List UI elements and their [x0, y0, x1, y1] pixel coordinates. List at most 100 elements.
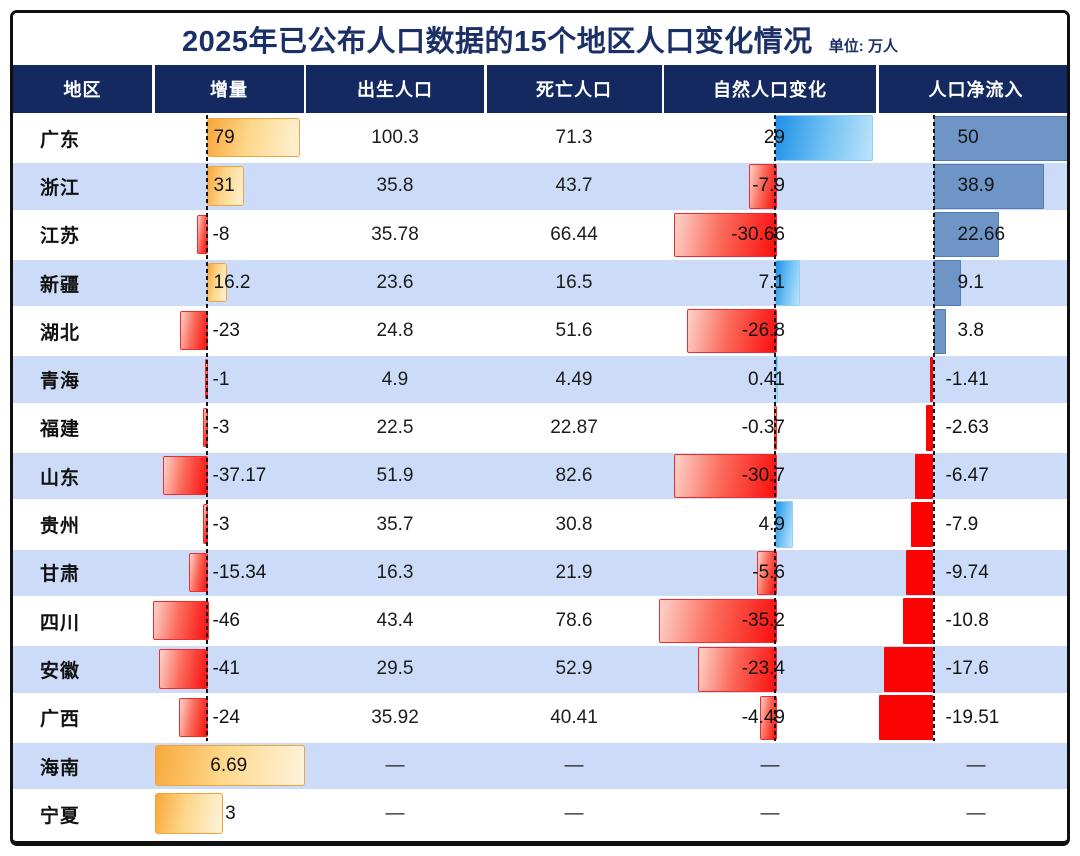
- no-data-dash: —: [385, 803, 405, 825]
- region-cell: 湖北: [13, 308, 152, 354]
- table-row: 江苏 -8 35.78 66.44 -30.66 22.66: [13, 211, 1067, 258]
- births-cell: 22.5: [306, 405, 484, 451]
- increment-bar: [154, 793, 224, 835]
- region-cell: 江苏: [13, 212, 152, 258]
- bar-value-label: -1: [212, 368, 230, 390]
- natural-change-cell: -30.66: [664, 212, 876, 258]
- deaths-cell: 30.8: [487, 501, 662, 547]
- net-inflow-bar: [911, 501, 934, 548]
- net-inflow-cell: 50: [879, 115, 1067, 161]
- region-cell: 新疆: [13, 260, 152, 306]
- increment-bar: [197, 214, 209, 254]
- bar-value-label: -30.66: [731, 223, 785, 245]
- region-name: 安徽: [40, 660, 81, 682]
- births-cell: 35.78: [306, 212, 484, 258]
- region-name: 山东: [40, 467, 81, 489]
- bar-value-label: -23: [212, 320, 240, 342]
- deaths-cell: 40.41: [487, 695, 662, 741]
- table-row: 山东 -37.17 51.9 82.6 -30.7 -6.47: [13, 453, 1067, 500]
- natural-change-cell: -23.4: [664, 646, 876, 692]
- title-row: 2025年已公布人口数据的15个地区人口变化情况 单位: 万人: [13, 13, 1067, 65]
- bar-value-label: -37.17: [212, 465, 267, 487]
- bar-value-label: -26.8: [741, 320, 785, 342]
- births-cell-value: 35.8: [376, 175, 414, 197]
- bar-value-label: -19.51: [945, 706, 1000, 728]
- births-cell: 4.9: [306, 356, 484, 402]
- deaths-cell: 71.3: [487, 115, 662, 161]
- bar-value-label: 3.8: [957, 320, 984, 342]
- deaths-cell-value: 82.6: [555, 465, 593, 487]
- net-inflow-cell: 9.1: [879, 260, 1068, 306]
- bar-value-label: 29: [763, 127, 785, 149]
- increment-cell: 31: [155, 163, 304, 209]
- deaths-cell-value: 16.5: [555, 272, 593, 294]
- region-cell: 贵州: [13, 501, 152, 547]
- bar-value-label: -15.34: [212, 561, 267, 583]
- table-row: 浙江 31 35.8 43.7 -7.9 38.9: [13, 163, 1067, 210]
- bar-value-label: -3: [212, 416, 230, 438]
- bar-value-label: 38.9: [957, 175, 995, 197]
- bar-value-label: -17.6: [945, 658, 989, 680]
- natural-change-bar: [748, 164, 777, 209]
- deaths-cell: 82.6: [487, 453, 662, 499]
- deaths-cell: 4.49: [487, 356, 662, 402]
- increment-cell: -1: [155, 356, 304, 402]
- net-inflow-baseline: [932, 115, 935, 741]
- births-cell-value: 22.5: [376, 416, 414, 438]
- region-name: 浙江: [40, 177, 81, 199]
- bar-value-label: -5.6: [752, 561, 785, 583]
- region-name: 青海: [40, 371, 81, 393]
- region-name: 海南: [40, 757, 81, 779]
- region-name: 新疆: [40, 274, 81, 296]
- births-cell-value: 16.3: [376, 561, 414, 583]
- births-cell-value: 43.4: [376, 610, 414, 632]
- bar-value-label: 50: [957, 127, 979, 149]
- births-cell-value: 29.5: [376, 658, 414, 680]
- region-cell: 广西: [13, 695, 152, 741]
- deaths-cell: 51.6: [487, 308, 662, 354]
- table-row: 四川 -46 43.4 78.6 -35.2 -10.8: [13, 597, 1067, 645]
- region-name: 福建: [40, 419, 81, 441]
- bar-value-label: -6.47: [945, 465, 989, 487]
- bar-value-label: -46: [212, 610, 240, 632]
- net-inflow-cell: -6.47: [879, 453, 1068, 499]
- increment-baseline: [205, 115, 208, 741]
- region-cell: 甘肃: [13, 550, 152, 596]
- net-inflow-bar: [933, 163, 1045, 210]
- table-row: 福建 -3 22.5 22.87 -0.37 -2.63: [13, 404, 1067, 452]
- increment-cell: -46: [153, 598, 304, 644]
- births-cell: —: [306, 791, 484, 837]
- net-inflow-cell: -1.41: [879, 356, 1068, 403]
- table-row: 贵州 -3 35.7 30.8 4.9 -7.9: [13, 501, 1067, 548]
- net-inflow-bar: [929, 356, 934, 403]
- natural-change-bar: [658, 598, 777, 644]
- births-cell-value: 23.6: [376, 272, 414, 294]
- table-row: 海南 6.69 — — — —: [13, 742, 1067, 790]
- bar-value-label: -0.37: [741, 416, 785, 438]
- births-cell: 35.92: [306, 695, 484, 741]
- increment-cell: -3: [155, 405, 304, 451]
- region-name: 宁夏: [40, 805, 81, 827]
- no-data-dash: —: [760, 755, 780, 776]
- region-name: 甘肃: [40, 564, 81, 586]
- increment-cell: -24: [155, 695, 304, 741]
- net-inflow-bar: [878, 695, 934, 741]
- deaths-cell: 43.7: [487, 163, 662, 209]
- region-cell: 广东: [13, 115, 152, 161]
- increment-cell: 3: [154, 791, 304, 837]
- births-cell-value: 24.8: [376, 320, 414, 342]
- deaths-cell: 66.44: [487, 212, 662, 258]
- natural-change-cell: -7.9: [664, 163, 876, 209]
- births-cell: 23.6: [306, 260, 484, 306]
- net-inflow-bar: [933, 212, 999, 258]
- increment-cell: -23: [155, 308, 304, 354]
- births-cell: 43.4: [306, 598, 484, 644]
- deaths-cell: —: [487, 791, 662, 837]
- table-row: 青海 -1 4.9 4.49 0.41 -1.41: [13, 356, 1067, 403]
- natural-change-cell: 7.1: [664, 259, 876, 307]
- natural-change-cell: -30.7: [664, 453, 876, 499]
- births-cell: 35.7: [306, 501, 484, 547]
- natural-change-cell: -4.49: [664, 695, 876, 741]
- births-cell-value: 4.9: [381, 368, 409, 390]
- deaths-cell-value: 40.41: [550, 706, 598, 728]
